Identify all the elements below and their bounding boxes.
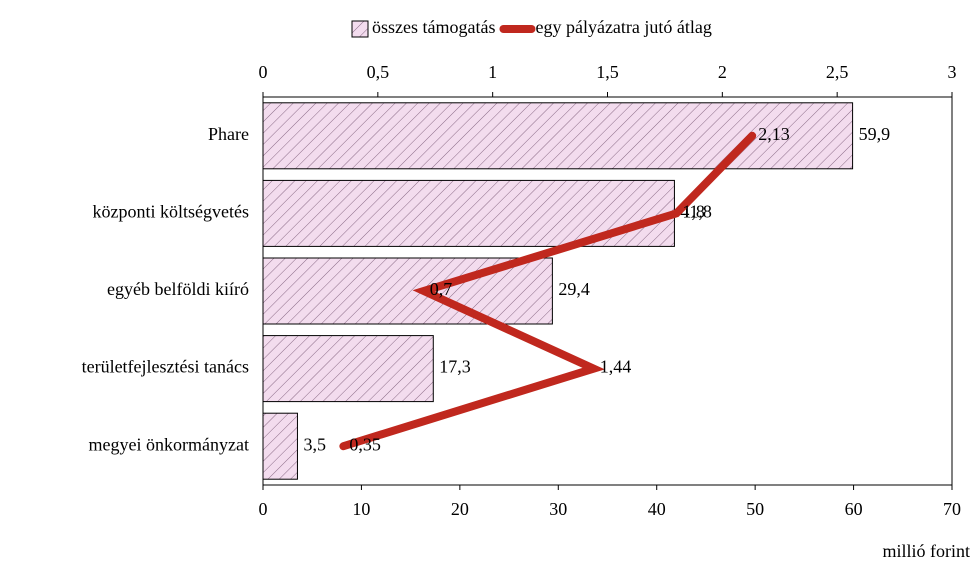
x2-tick-label: 1,5 [596,62,619,82]
y-tick-label: megyei önkormányzat [89,434,249,454]
line-value-label: 1,8 [682,202,705,222]
x-tick-label: 10 [352,499,370,519]
legend-label: összes támogatás [372,17,495,37]
x2-tick-label: 2,5 [826,62,849,82]
x-tick-label: 0 [259,499,268,519]
x-tick-label: 40 [648,499,666,519]
x-tick-label: 50 [746,499,764,519]
line-value-label: 2,13 [758,124,790,144]
line-value-label: 0,35 [349,434,381,454]
line-value-label: 1,44 [600,357,632,377]
x2-tick-label: 0 [259,62,268,82]
legend-label: egy pályázatra jutó átlag [535,17,711,37]
x2-tick-label: 0,5 [367,62,390,82]
line [339,131,757,451]
x2-tick-label: 2 [718,62,727,82]
bar [262,335,434,403]
x-tick-label: 30 [549,499,567,519]
x-tick-label: 70 [943,499,961,519]
x-tick-label: 60 [845,499,863,519]
line-value-label: 0,7 [430,279,453,299]
x2-tick-label: 1 [488,62,497,82]
x-tick-label: 20 [451,499,469,519]
y-tick-label: Phare [208,124,249,144]
bar-value-label: 17,3 [439,357,471,377]
bar-value-label: 29,4 [558,279,590,299]
x-axis-label: millió forint [883,541,971,561]
y-tick-label: egyéb belföldi kiíró [107,279,249,299]
x2-tick-label: 3 [948,62,957,82]
bar-value-label: 59,9 [859,124,891,144]
bar [262,412,298,480]
y-tick-label: központi költségvetés [93,202,249,222]
bar-value-label: 3,5 [303,434,326,454]
legend-swatch [351,20,369,38]
y-tick-label: területfejlesztési tanács [82,357,249,377]
